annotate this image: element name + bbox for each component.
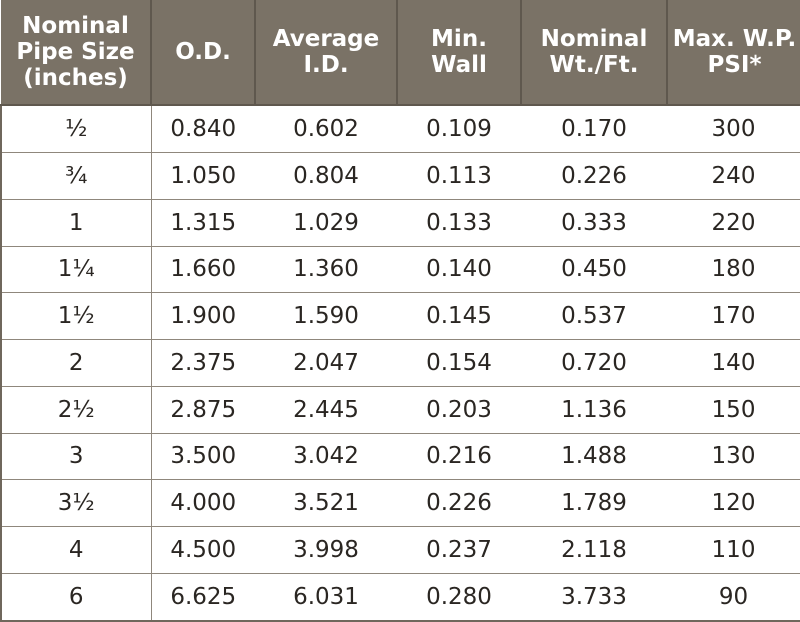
cell-min-wall: 0.133	[397, 199, 521, 247]
cell-min-wall: 0.154	[397, 339, 521, 387]
cell-nominal-size: 1¼	[0, 246, 152, 294]
table-row: ½ 0.840 0.602 0.109 0.170 300	[0, 105, 800, 154]
header-line: Pipe Size	[16, 39, 135, 65]
table-row: 4 4.500 3.998 0.237 2.118 110	[0, 526, 800, 574]
header-line: Nominal	[540, 26, 648, 52]
cell-min-wall: 0.226	[397, 479, 521, 528]
cell-od: 2.875	[151, 386, 255, 434]
header-row: Nominal Pipe Size (inches) O.D. Average …	[1, 0, 800, 106]
cell-nominal-weight: 0.537	[521, 292, 667, 341]
table-row: 2 2.375 2.047 0.154 0.720 140	[0, 339, 800, 387]
cell-nominal-size: 2	[0, 339, 152, 387]
cell-average-id: 3.521	[255, 479, 397, 528]
cell-average-id: 3.998	[255, 526, 397, 574]
table-row: 1½ 1.900 1.590 0.145 0.537 170	[0, 292, 800, 341]
cell-max-wp: 300	[667, 105, 800, 154]
cell-nominal-weight: 3.733	[521, 573, 667, 622]
cell-nominal-size: 3½	[0, 479, 152, 528]
header-line: PSI*	[707, 52, 762, 78]
table-header: Nominal Pipe Size (inches) O.D. Average …	[1, 0, 800, 106]
cell-max-wp: 180	[667, 246, 800, 294]
cell-max-wp: 90	[667, 573, 800, 622]
cell-od: 6.625	[151, 573, 255, 622]
table-row: 6 6.625 6.031 0.280 3.733 90	[0, 573, 800, 622]
cell-nominal-weight: 1.789	[521, 479, 667, 528]
cell-nominal-weight: 1.136	[521, 386, 667, 434]
cell-max-wp: 120	[667, 479, 800, 528]
cell-min-wall: 0.280	[397, 573, 521, 622]
cell-nominal-size: 1½	[0, 292, 152, 341]
header-min-wall: Min. Wall	[396, 0, 521, 106]
cell-max-wp: 140	[667, 339, 800, 387]
cell-nominal-weight: 0.333	[521, 199, 667, 247]
cell-od: 2.375	[151, 339, 255, 387]
cell-nominal-size: ½	[0, 105, 152, 154]
cell-average-id: 3.042	[255, 433, 397, 481]
cell-nominal-size: 4	[0, 526, 152, 574]
header-nominal-weight: Nominal Wt./Ft.	[520, 0, 667, 106]
cell-max-wp: 130	[667, 433, 800, 481]
cell-nominal-size: 3	[0, 433, 152, 481]
cell-max-wp: 220	[667, 199, 800, 247]
cell-od: 3.500	[151, 433, 255, 481]
cell-nominal-size: 1	[0, 199, 152, 247]
cell-nominal-weight: 0.720	[521, 339, 667, 387]
header-line: Wall	[431, 52, 487, 78]
cell-min-wall: 0.140	[397, 246, 521, 294]
cell-average-id: 2.047	[255, 339, 397, 387]
table-row: 3½ 4.000 3.521 0.226 1.789 120	[0, 479, 800, 528]
cell-average-id: 1.590	[255, 292, 397, 341]
cell-nominal-size: 2½	[0, 386, 152, 434]
cell-nominal-weight: 0.226	[521, 152, 667, 200]
header-average-id: Average I.D.	[254, 0, 397, 106]
table-body: ½ 0.840 0.602 0.109 0.170 300 ¾ 1.050 0.804 0.113…	[0, 105, 800, 622]
cell-min-wall: 0.237	[397, 526, 521, 574]
cell-min-wall: 0.145	[397, 292, 521, 341]
cell-nominal-weight: 0.450	[521, 246, 667, 294]
cell-max-wp: 170	[667, 292, 800, 341]
header-line: Nominal	[22, 13, 129, 39]
cell-min-wall: 0.109	[397, 105, 521, 154]
cell-od: 0.840	[151, 105, 255, 154]
cell-average-id: 1.029	[255, 199, 397, 247]
table-row: 1 1.315 1.029 0.133 0.333 220	[0, 199, 800, 247]
cell-od: 1.050	[151, 152, 255, 200]
table-row: 2½ 2.875 2.445 0.203 1.136 150	[0, 386, 800, 434]
cell-od: 1.900	[151, 292, 255, 341]
header-line: Average	[272, 26, 380, 52]
cell-od: 1.315	[151, 199, 255, 247]
header-max-working-pressure: Max. W.P. PSI*	[666, 0, 800, 106]
cell-nominal-weight: 1.488	[521, 433, 667, 481]
header-line: Min.	[431, 26, 487, 52]
cell-nominal-size: 6	[0, 573, 152, 622]
cell-max-wp: 110	[667, 526, 800, 574]
header-line: Wt./Ft.	[549, 52, 639, 78]
cell-nominal-size: ¾	[0, 152, 152, 200]
cell-min-wall: 0.113	[397, 152, 521, 200]
cell-od: 4.500	[151, 526, 255, 574]
cell-average-id: 0.804	[255, 152, 397, 200]
cell-average-id: 2.445	[255, 386, 397, 434]
header-line: (inches)	[23, 65, 128, 91]
header-line: I.D.	[303, 52, 349, 78]
cell-nominal-weight: 0.170	[521, 105, 667, 154]
cell-min-wall: 0.216	[397, 433, 521, 481]
table-row: 1¼ 1.660 1.360 0.140 0.450 180	[0, 246, 800, 294]
header-line: Max. W.P.	[672, 26, 797, 52]
cell-max-wp: 150	[667, 386, 800, 434]
cell-od: 1.660	[151, 246, 255, 294]
cell-average-id: 6.031	[255, 573, 397, 622]
cell-nominal-weight: 2.118	[521, 526, 667, 574]
cell-min-wall: 0.203	[397, 386, 521, 434]
cell-average-id: 0.602	[255, 105, 397, 154]
cell-average-id: 1.360	[255, 246, 397, 294]
header-od: O.D.	[150, 0, 255, 106]
cell-od: 4.000	[151, 479, 255, 528]
header-nominal-pipe-size: Nominal Pipe Size (inches)	[1, 0, 151, 106]
table-row: ¾ 1.050 0.804 0.113 0.226 240	[0, 152, 800, 200]
header-line: O.D.	[175, 39, 231, 65]
table-row: 3 3.500 3.042 0.216 1.488 130	[0, 433, 800, 481]
cell-max-wp: 240	[667, 152, 800, 200]
